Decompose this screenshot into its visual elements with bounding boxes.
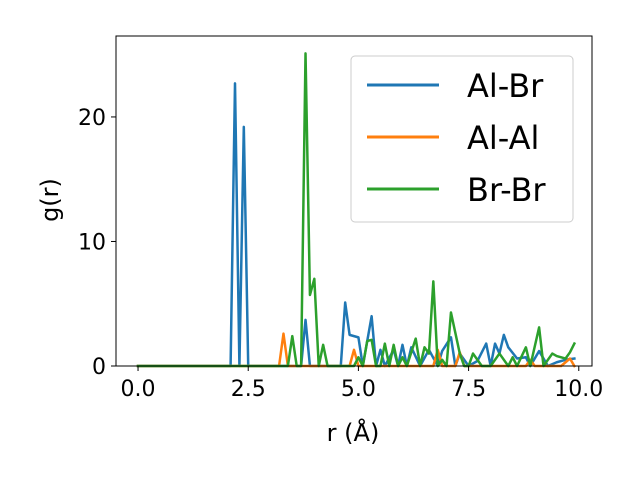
x-tick-label-4: 10.0 [554,377,603,402]
legend: Al-Br Al-Al Br-Br [350,55,574,223]
x-axis-label: r (Å) [327,418,380,447]
axes-frame [115,35,593,367]
x-tick-label-1: 2.5 [231,377,266,402]
legend-label-0: Al-Br [467,67,544,105]
y-tick-label-1: 10 [78,230,106,255]
legend-label-2: Br-Br [467,171,546,209]
series-line-0 [136,82,576,368]
legend-label-1: Al-Al [467,119,539,157]
axes: 0.0 2.5 5.0 7.5 10.0 0 10 20 [78,35,603,402]
x-tick-label-2: 5.0 [341,377,376,402]
x-tick-label-0: 0.0 [121,377,156,402]
legend-frame [350,55,574,223]
y-tick-label-0: 0 [92,355,106,380]
y-axis-label: g(r) [36,178,64,222]
y-tick-label-2: 20 [78,106,106,131]
x-tick-label-3: 7.5 [451,377,486,402]
